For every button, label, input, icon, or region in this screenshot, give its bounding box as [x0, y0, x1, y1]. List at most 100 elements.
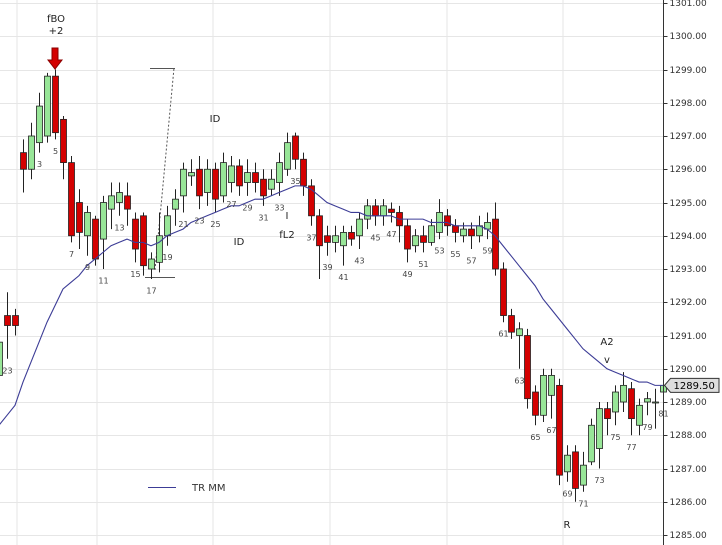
bar-label: 35 — [290, 177, 300, 186]
bar-label: 31 — [258, 213, 268, 222]
bar-label: 39 — [322, 263, 332, 272]
y-tick-label: 1293.00 — [670, 265, 707, 275]
annotation: ID — [234, 237, 245, 248]
bar-label: 25 — [210, 220, 220, 229]
y-tick-label: 1296.00 — [670, 165, 707, 175]
candle-body — [116, 192, 123, 203]
candle-body — [556, 384, 563, 476]
candle-body — [460, 228, 467, 237]
y-tick-label: 1292.00 — [670, 298, 707, 308]
candle-body — [28, 135, 35, 170]
bar-label: 79 — [642, 423, 652, 432]
candle-body — [388, 208, 395, 213]
y-tick-label: 1298.00 — [670, 99, 707, 109]
candle-body — [148, 258, 155, 270]
legend-label: TR MM — [191, 483, 226, 494]
candle-body — [380, 205, 387, 217]
candle-body — [364, 205, 371, 220]
bar-label: 71 — [578, 499, 588, 508]
candle-body — [452, 225, 459, 233]
y-tick-label: 1299.00 — [670, 66, 707, 76]
annotation: R — [564, 520, 571, 531]
annotation: ID — [210, 114, 221, 125]
candle-body — [212, 168, 219, 200]
bar-label: 67 — [546, 426, 556, 435]
candle-body — [420, 235, 427, 243]
candle-body — [284, 142, 291, 170]
y-tick-label: 1286.00 — [670, 498, 707, 508]
annotation: I — [286, 211, 289, 222]
candle-body — [0, 341, 3, 376]
bar-label: 7 — [69, 250, 74, 259]
candle-body — [292, 135, 299, 160]
bar-label: 27 — [226, 200, 236, 209]
candle-body — [308, 185, 315, 217]
candle-body — [652, 401, 659, 404]
bar-label: 13 — [114, 223, 124, 232]
bar-label: 43 — [354, 257, 364, 266]
candle-body — [516, 328, 523, 336]
candle-body — [340, 232, 347, 247]
annotation: fBO — [47, 14, 65, 25]
last-price-box — [663, 377, 720, 393]
candle-body — [276, 162, 283, 183]
bar-label: 59 — [482, 247, 492, 256]
annotation: fL2 — [279, 230, 294, 241]
bar-label: 69 — [562, 489, 572, 498]
candle-body — [604, 408, 611, 420]
signal-arrow — [46, 47, 64, 70]
candle-body — [532, 391, 539, 416]
candle-body — [140, 215, 147, 267]
bar-label: 45 — [370, 233, 380, 242]
candle-body — [220, 162, 227, 197]
candle-body — [372, 205, 379, 217]
grid — [0, 3, 664, 536]
bar-label: 11 — [98, 277, 108, 286]
candle-body — [244, 172, 251, 183]
candle-body — [100, 202, 107, 240]
candle-body — [644, 398, 651, 403]
candle-body — [540, 374, 547, 416]
bar-label: 23 — [194, 217, 204, 226]
candle-body — [404, 225, 411, 250]
y-tick-label: 1295.00 — [670, 199, 707, 209]
ma-line — [0, 185, 663, 425]
bar-label: 63 — [514, 376, 524, 385]
bar-label: 55 — [450, 250, 460, 259]
annotation: A2 — [600, 337, 613, 348]
candle-body — [188, 172, 195, 177]
bar-label: 61 — [498, 330, 508, 339]
bar-label: 77 — [626, 443, 636, 452]
candle-body — [132, 218, 139, 250]
candle-body — [4, 315, 11, 326]
candle-body — [348, 232, 355, 240]
marks — [0, 69, 667, 502]
candle-body — [76, 202, 83, 233]
y-tick-label: 1287.00 — [670, 465, 707, 475]
candle-body — [428, 225, 435, 243]
bar-label: 37 — [306, 233, 316, 242]
candle-body — [300, 158, 307, 187]
candle-body — [204, 168, 211, 193]
candle-body — [68, 162, 75, 237]
candle-body — [596, 408, 603, 449]
candle-body — [92, 218, 99, 260]
candle-body — [332, 235, 339, 243]
bar-label: 73 — [594, 476, 604, 485]
candle-body — [500, 268, 507, 316]
candle-body — [548, 374, 555, 396]
bar-label: 47 — [386, 230, 396, 239]
candle-body — [60, 118, 67, 163]
bar-label: 53 — [434, 247, 444, 256]
candle-body — [268, 178, 275, 190]
candle-body — [412, 235, 419, 247]
candle-body — [444, 215, 451, 227]
candle-body — [156, 235, 163, 263]
y-tick-label: 1291.00 — [670, 332, 707, 342]
candle-body — [252, 172, 259, 183]
candle-body — [508, 315, 515, 333]
time-grid — [16, 0, 564, 545]
bar-label: 21 — [178, 220, 188, 229]
last-price-label: 1289.50 — [674, 381, 715, 392]
